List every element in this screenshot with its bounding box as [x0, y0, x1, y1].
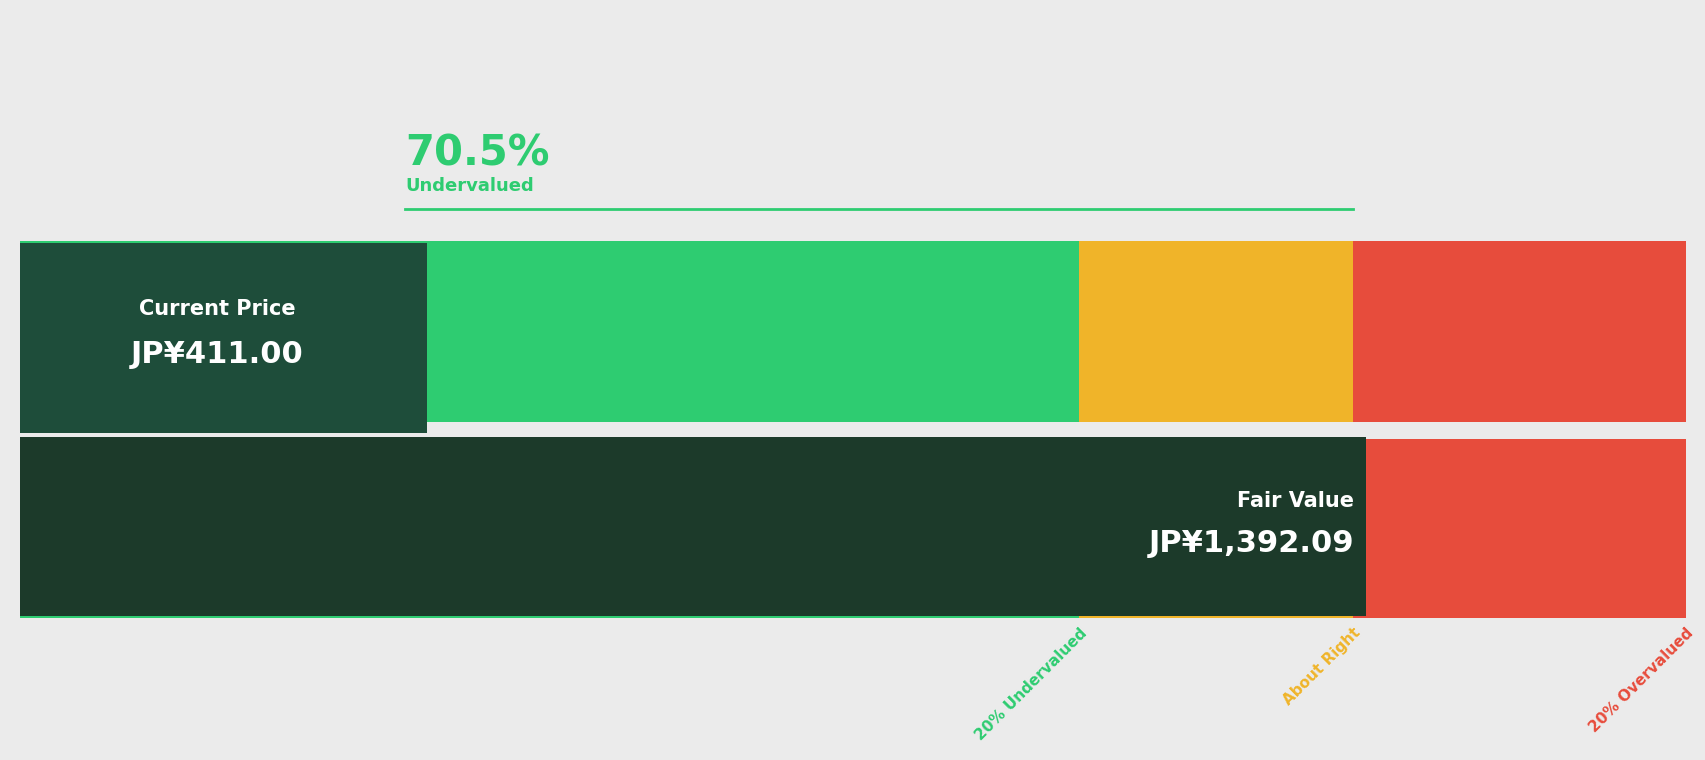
- Bar: [1352, 448, 1685, 604]
- Bar: [1352, 241, 1685, 255]
- Bar: [1352, 439, 1685, 448]
- Bar: [20, 604, 1079, 618]
- Bar: [1352, 604, 1685, 618]
- Text: JP¥1,392.09: JP¥1,392.09: [1147, 528, 1354, 558]
- Bar: [20, 243, 428, 433]
- Bar: [1079, 604, 1352, 618]
- Text: JP¥411.00: JP¥411.00: [131, 340, 303, 369]
- Text: 70.5%: 70.5%: [406, 132, 549, 175]
- Bar: [20, 448, 1079, 604]
- Bar: [1079, 255, 1352, 422]
- Text: Current Price: Current Price: [138, 299, 295, 319]
- Text: Undervalued: Undervalued: [406, 177, 534, 195]
- Bar: [20, 241, 1079, 255]
- Text: 20% Undervalued: 20% Undervalued: [972, 625, 1089, 743]
- Bar: [1079, 448, 1352, 604]
- Bar: [1079, 439, 1352, 448]
- Text: 20% Overvalued: 20% Overvalued: [1586, 625, 1695, 735]
- Bar: [1352, 255, 1685, 422]
- Bar: [1079, 241, 1352, 255]
- Text: About Right: About Right: [1279, 625, 1362, 708]
- Text: Fair Value: Fair Value: [1236, 491, 1354, 511]
- Bar: [20, 255, 1079, 422]
- Bar: [20, 437, 1366, 616]
- Bar: [20, 439, 1079, 448]
